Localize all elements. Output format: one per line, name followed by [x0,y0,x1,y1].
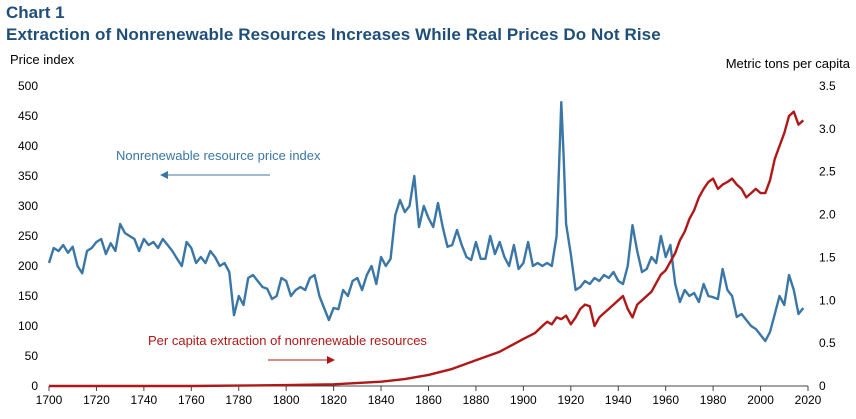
x-tick-label: 1940 [605,393,632,407]
x-tick-label: 1700 [36,393,63,407]
chart-title: Extraction of Nonrenewable Resources Inc… [6,25,661,44]
x-tick-label: 1740 [131,393,158,407]
y-tick-label-right: 3.0 [819,122,836,136]
y-tick-label-right: 2.0 [819,208,836,222]
y-tick-label-right: 0 [819,379,826,393]
y-tick-label-left: 350 [18,169,38,183]
y-tick-label-left: 250 [18,229,38,243]
y-tick-label-right: 2.5 [819,165,836,179]
x-tick-label: 1860 [415,393,442,407]
y-tick-label-left: 200 [18,259,38,273]
x-tick-label: 1780 [225,393,252,407]
y-tick-label-left: 0 [31,379,38,393]
x-tick-label: 1920 [557,393,584,407]
x-tick-label: 1800 [273,393,300,407]
y-axis-right-title: Metric tons per capita [725,56,850,71]
y-tick-label-right: 1.5 [819,250,836,264]
price-annotation-label: Nonrenewable resource price index [116,148,321,163]
x-tick-label: 1840 [368,393,395,407]
y-tick-label-left: 450 [18,109,38,123]
y-tick-label-right: 0.5 [819,336,836,350]
extraction-line [49,110,805,388]
price-annotation-arrowhead [160,171,168,179]
x-tick-label: 1760 [178,393,205,407]
y-tick-label-left: 300 [18,199,38,213]
x-tick-label: 1900 [510,393,537,407]
x-tick-label: 1980 [700,393,727,407]
x-tick-label: 1820 [320,393,347,407]
x-tick-label: 1880 [463,393,490,407]
y-tick-label-left: 100 [18,319,38,333]
price-index-line [47,101,805,343]
y-tick-label-left: 150 [18,289,38,303]
x-tick-label: 2000 [747,393,774,407]
extraction-annotation-arrowhead [327,356,335,364]
y-tick-label-left: 500 [18,79,38,93]
extraction-annotation-label: Per capita extraction of nonrenewable re… [148,333,427,348]
y-tick-label-left: 400 [18,139,38,153]
x-tick-label: 1720 [83,393,110,407]
chart-label: Chart 1 [6,3,65,22]
y-tick-label-left: 50 [25,349,39,363]
x-tick-label: 1960 [652,393,679,407]
x-tick-label: 2020 [795,393,822,407]
y-tick-label-right: 1.0 [819,293,836,307]
y-tick-label-right: 3.5 [819,79,836,93]
y-axis-left-title: Price index [10,52,75,67]
